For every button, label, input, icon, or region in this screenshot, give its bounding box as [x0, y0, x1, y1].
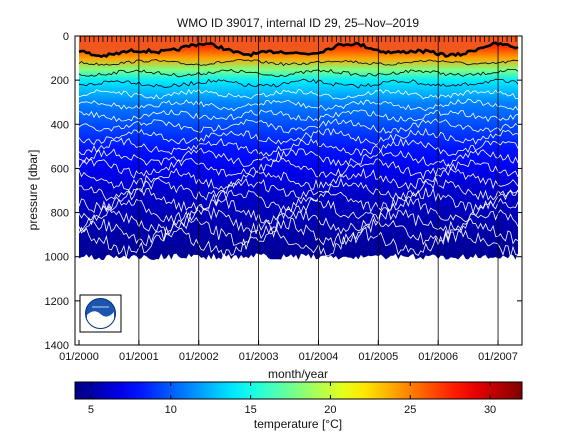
x-axis: 01/2000 01/2001 01/2002 01/2003 01/2004 01/20…: [59, 340, 518, 363]
y-axis-label: pressure [dbar]: [26, 150, 40, 231]
colorbar-tick-label: 25: [404, 404, 416, 416]
colorbar-tick-label: 20: [324, 404, 336, 416]
isotherm-line: [79, 176, 519, 202]
y-axis: 0 200 400 600 800 1000 1200 1400: [45, 31, 522, 352]
temperature-field: [78, 36, 519, 345]
y-tick-label: 400: [51, 119, 69, 131]
isotherm-line: [78, 137, 519, 157]
colorbar-tick-label: 15: [244, 404, 256, 416]
colorbar-tick-label: 10: [165, 404, 177, 416]
isotherm-line: [78, 98, 519, 112]
isotherm-line: [78, 118, 519, 134]
y-tick-label: 1200: [45, 296, 69, 308]
isotherm-line: [78, 59, 519, 67]
colorbar-tick-label: 30: [484, 404, 496, 416]
x-tick-label: 01/2001: [119, 351, 159, 363]
y-tick-label: 1000: [45, 252, 69, 264]
y-tick-label: 800: [51, 208, 69, 220]
x-tick-label: 01/2000: [59, 351, 99, 363]
y-tick-label: 600: [51, 163, 69, 175]
x-tick-label: 01/2004: [299, 351, 339, 363]
colorbar-label: temperature [°C]: [254, 417, 342, 431]
isotherm-line: [78, 167, 519, 191]
thermocline-band: [78, 41, 519, 59]
noaa-logo: [79, 294, 122, 333]
colorbar-tick-label: 5: [88, 404, 94, 416]
y-tick-label: 0: [63, 31, 69, 43]
isotherm-lines: [78, 59, 519, 260]
plot-frame: [74, 35, 523, 346]
isotherm-line: [78, 226, 519, 260]
chart-title: WMO ID 39017, internal ID 29, 25–Nov–201…: [177, 16, 419, 30]
isotherm-line: [78, 187, 519, 215]
colorbar-ticks: 5 10 15 20 25 30: [88, 382, 496, 416]
profile-tick-marks: [80, 36, 517, 42]
isotherm-line: [78, 147, 519, 168]
x-tick-label: 01/2005: [358, 351, 398, 363]
isotherm-line: [78, 78, 519, 89]
isotherm-line: [78, 88, 518, 101]
isotherm-line: [78, 109, 519, 123]
isotherm-line: [78, 197, 519, 225]
isotherm-line: [78, 127, 519, 146]
y-tick-label: 200: [51, 75, 69, 87]
x-tick-label: 01/2003: [239, 351, 279, 363]
isotherm-line: [78, 68, 519, 78]
isotherm-line: [78, 216, 519, 248]
isotherm-line: [78, 157, 519, 180]
y-tick-label: 1400: [45, 340, 69, 352]
isotherm-line: [78, 206, 519, 236]
colorbar: [74, 381, 523, 400]
temperature-field-area: [79, 36, 518, 260]
x-tick-label: 01/2002: [179, 351, 219, 363]
x-tick-label: 01/2006: [418, 351, 458, 363]
year-separator-lines: [138, 36, 499, 345]
x-tick-label: 01/2007: [478, 351, 518, 363]
x-axis-label: month/year: [268, 367, 328, 381]
